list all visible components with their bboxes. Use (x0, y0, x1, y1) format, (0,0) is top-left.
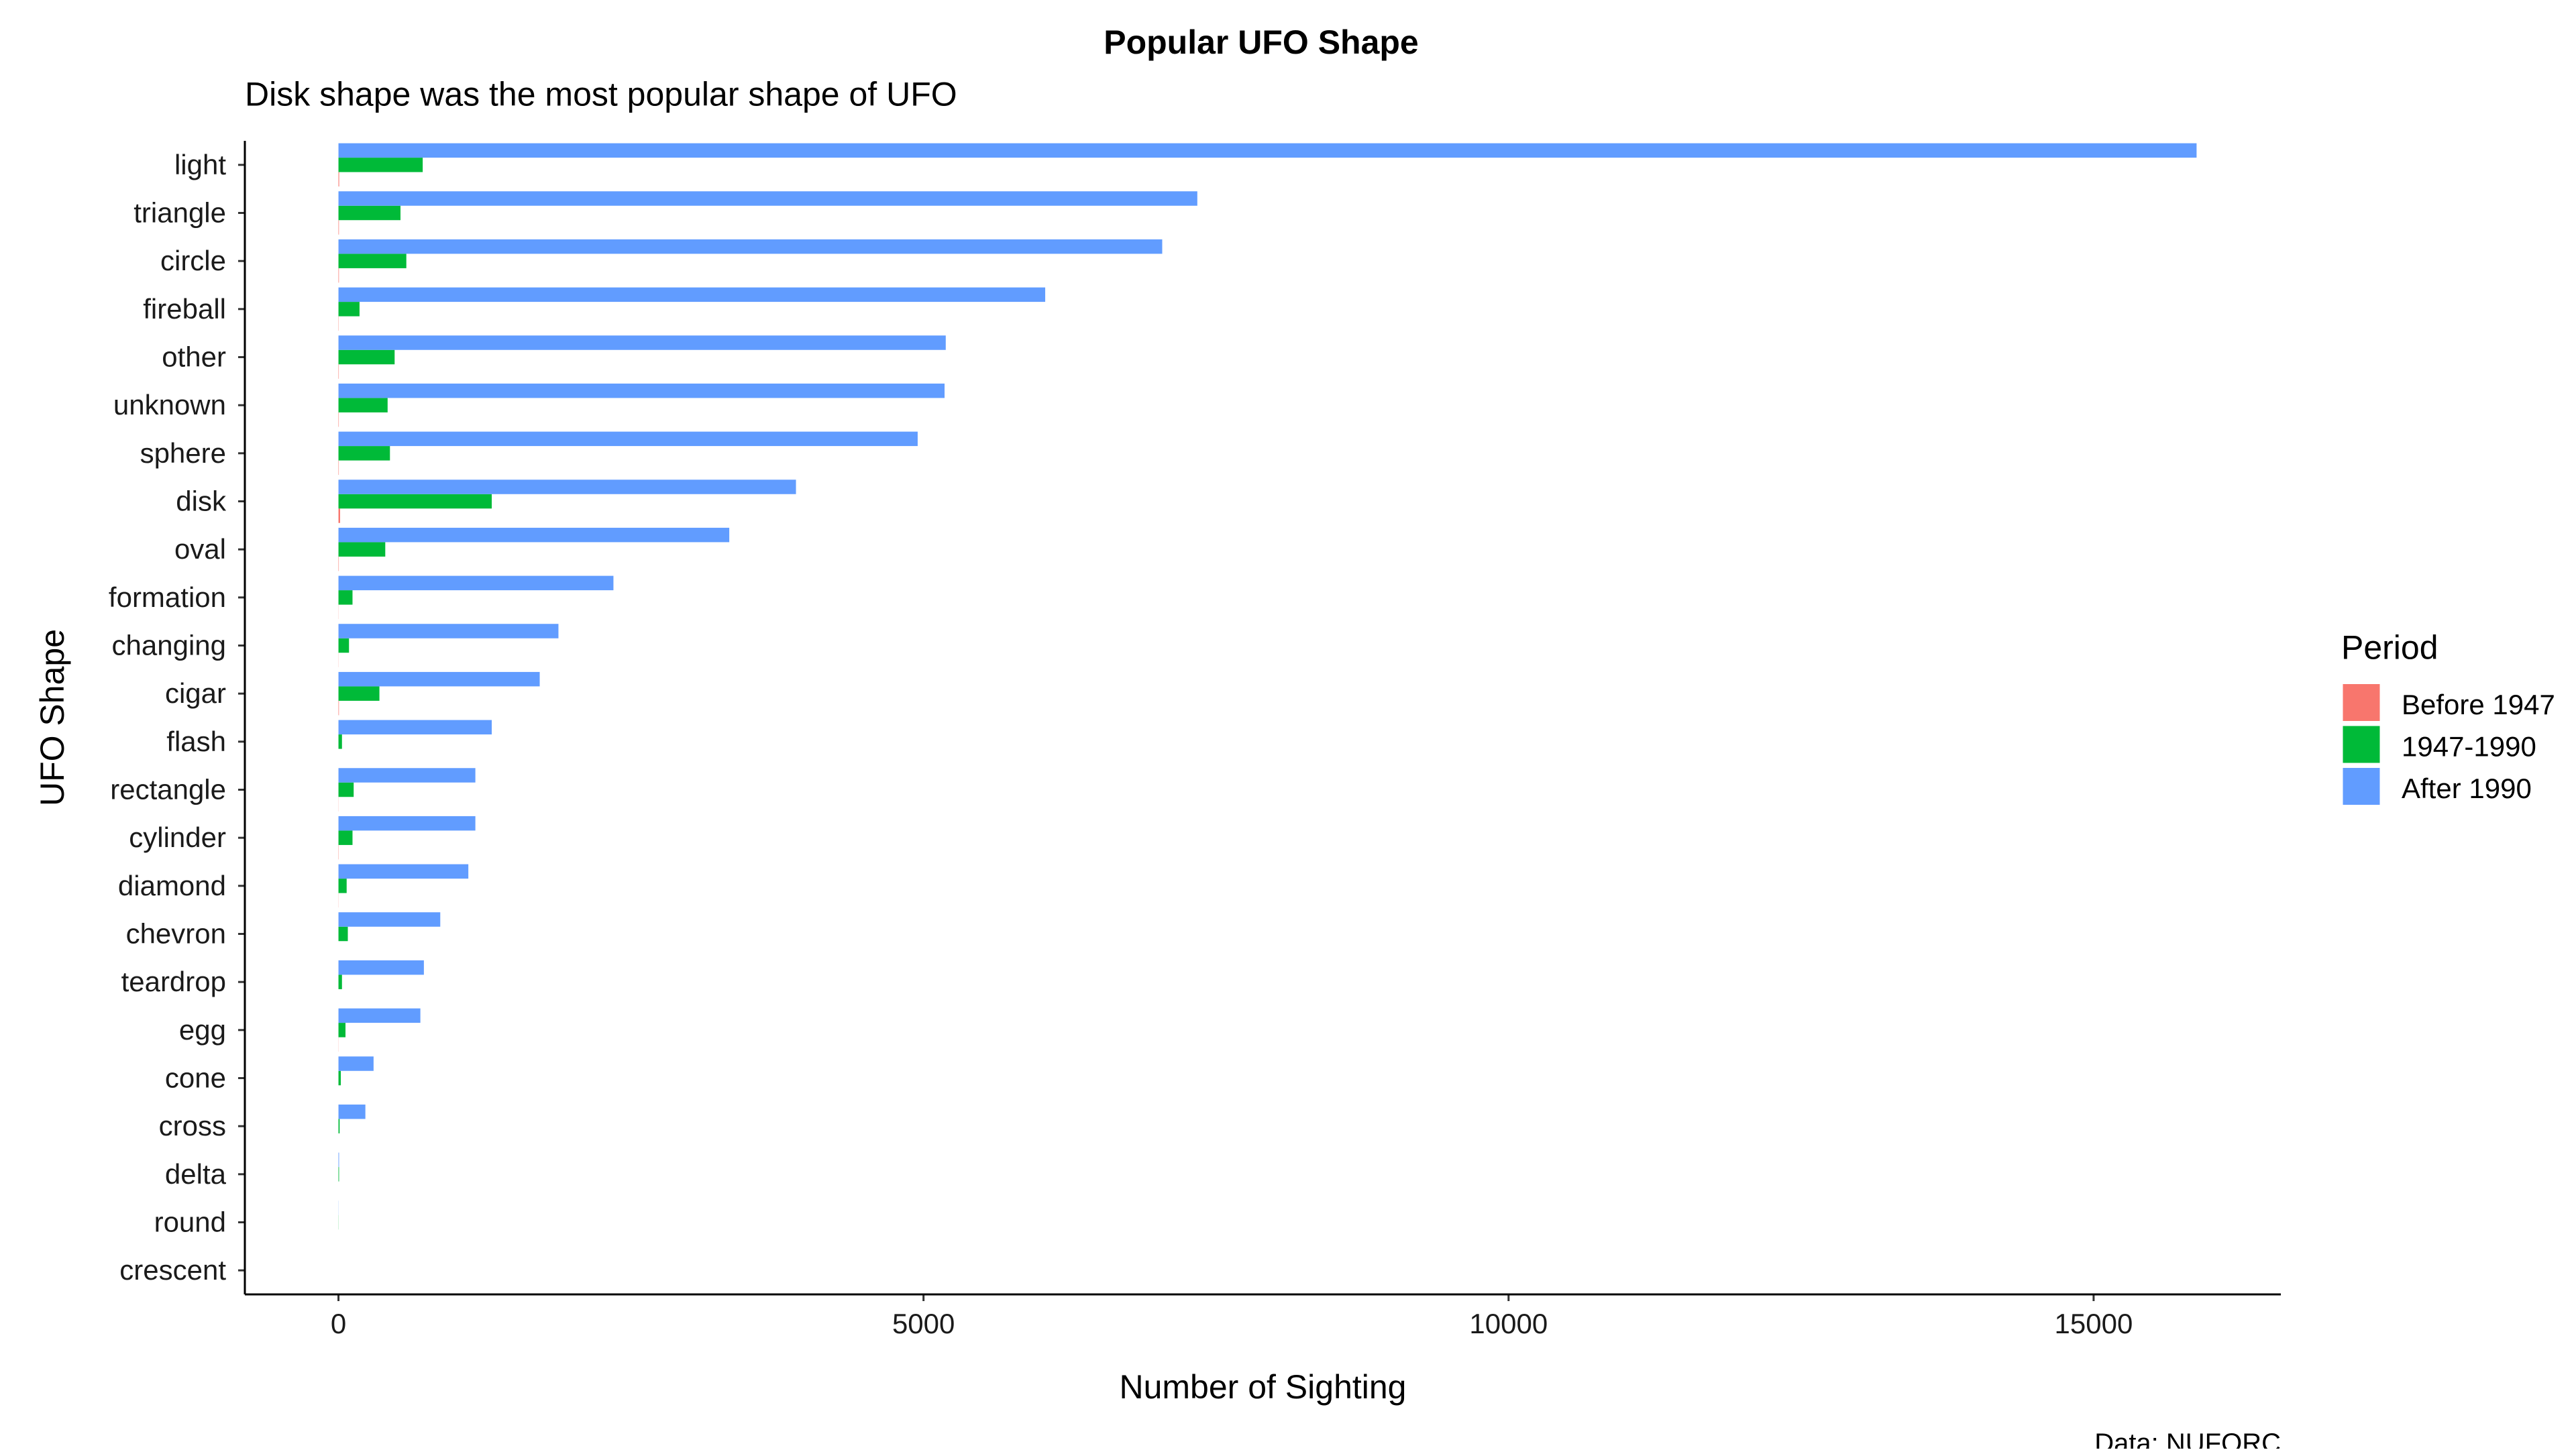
bar-egg-after-1990 (339, 1009, 421, 1023)
bar-cylinder-after-1990 (339, 816, 476, 831)
y-tick-label: unknown (113, 389, 226, 421)
bar-rectangle-1947-1990 (339, 783, 354, 797)
y-tick-label: light (174, 149, 226, 180)
bar-triangle-1947-1990 (339, 206, 400, 221)
x-axis-title: Number of Sighting (1119, 1368, 1406, 1406)
bar-circle-after-1990 (339, 239, 1163, 254)
chart-title: Popular UFO Shape (1104, 23, 1419, 61)
bar-rectangle-after-1990 (339, 768, 476, 783)
bar-oval-after-1990 (339, 528, 730, 543)
y-tick-label: rectangle (110, 774, 226, 805)
x-tick-label: 15000 (2055, 1308, 2133, 1339)
bar-chevron-1947-1990 (339, 927, 348, 942)
y-tick-label: delta (165, 1158, 227, 1190)
bar-other-1947-1990 (339, 350, 395, 365)
legend-key-1947-1990 (2343, 726, 2380, 763)
bar-changing-after-1990 (339, 624, 559, 638)
bar-disk-1947-1990 (339, 494, 492, 509)
legend: Period Before 1947 1947-1990 After 1990 (2341, 629, 2555, 805)
y-tick-label: disk (176, 486, 227, 517)
y-axis-title: UFO Shape (34, 629, 71, 806)
bar-unknown-after-1990 (339, 384, 945, 398)
bar-formation-1947-1990 (339, 590, 353, 605)
y-tick-label: round (154, 1207, 226, 1238)
bar-light-after-1990 (339, 144, 2197, 158)
bar-cigar-after-1990 (339, 672, 540, 687)
bar-disk-after-1990 (339, 480, 796, 494)
y-tick-label: cone (165, 1062, 226, 1094)
bar-changing-1947-1990 (339, 638, 350, 653)
bar-oval-1947-1990 (339, 542, 386, 557)
bar-fireball-after-1990 (339, 288, 1046, 302)
chart-subtitle: Disk shape was the most popular shape of… (245, 76, 957, 113)
y-tick-label: cylinder (129, 822, 226, 853)
legend-label-1947-1990: 1947-1990 (2402, 731, 2536, 763)
bar-cigar-1947-1990 (339, 686, 380, 701)
legend-label-before-1947: Before 1947 (2402, 689, 2555, 720)
bar-flash-1947-1990 (339, 734, 342, 749)
x-axis-ticks: 0 5000 10000 15000 (331, 1294, 2133, 1339)
bar-cross-1947-1990 (339, 1119, 340, 1133)
y-tick-label: diamond (118, 870, 226, 901)
x-tick-label: 10000 (1469, 1308, 1548, 1339)
bar-fireball-1947-1990 (339, 302, 360, 317)
legend-key-before-1947 (2343, 684, 2380, 721)
legend-key-after-1990 (2343, 768, 2380, 805)
bar-other-after-1990 (339, 335, 946, 350)
bar-flash-after-1990 (339, 720, 492, 735)
bar-light-1947-1990 (339, 158, 423, 172)
x-tick-label: 5000 (892, 1308, 955, 1339)
bar-triangle-after-1990 (339, 191, 1197, 206)
y-tick-label: changing (112, 630, 226, 661)
y-tick-label: sphere (140, 437, 226, 469)
bar-chevron-after-1990 (339, 912, 441, 927)
y-tick-label: chevron (126, 918, 226, 950)
bar-diamond-after-1990 (339, 864, 469, 879)
bar-cone-1947-1990 (339, 1071, 341, 1086)
bar-unknown-1947-1990 (339, 398, 388, 412)
bar-circle-1947-1990 (339, 254, 407, 268)
bar-formation-after-1990 (339, 576, 614, 591)
bar-cross-after-1990 (339, 1105, 366, 1119)
bar-cone-after-1990 (339, 1056, 374, 1071)
bar-teardrop-after-1990 (339, 960, 424, 975)
y-tick-label: crescent (119, 1254, 226, 1286)
bar-teardrop-1947-1990 (339, 974, 342, 989)
bars-layer (339, 144, 2197, 1230)
y-tick-label: circle (160, 245, 226, 276)
y-tick-label: flash (166, 726, 226, 757)
bar-egg-1947-1990 (339, 1023, 345, 1038)
y-tick-label: formation (109, 581, 226, 613)
x-tick-label: 0 (331, 1308, 346, 1339)
bar-cylinder-1947-1990 (339, 830, 353, 845)
y-tick-label: triangle (133, 197, 226, 229)
y-axis-ticks: light triangle circle fireball other unknown s… (109, 149, 245, 1286)
legend-label-after-1990: After 1990 (2402, 773, 2532, 804)
chart-caption: Data: NUFORC (2094, 1429, 2281, 1449)
y-tick-label: cigar (165, 677, 226, 709)
y-tick-label: egg (179, 1014, 226, 1046)
bar-sphere-1947-1990 (339, 446, 390, 461)
bar-disk-before-1947 (339, 508, 340, 523)
y-tick-label: fireball (143, 293, 226, 325)
legend-title: Period (2341, 629, 2438, 667)
legend-items: Before 1947 1947-1990 After 1990 (2343, 684, 2555, 805)
y-tick-label: cross (159, 1110, 226, 1141)
y-tick-label: other (162, 341, 226, 373)
bar-sphere-after-1990 (339, 432, 918, 447)
y-tick-label: teardrop (121, 966, 226, 997)
y-tick-label: oval (174, 533, 226, 565)
bar-diamond-1947-1990 (339, 879, 347, 893)
